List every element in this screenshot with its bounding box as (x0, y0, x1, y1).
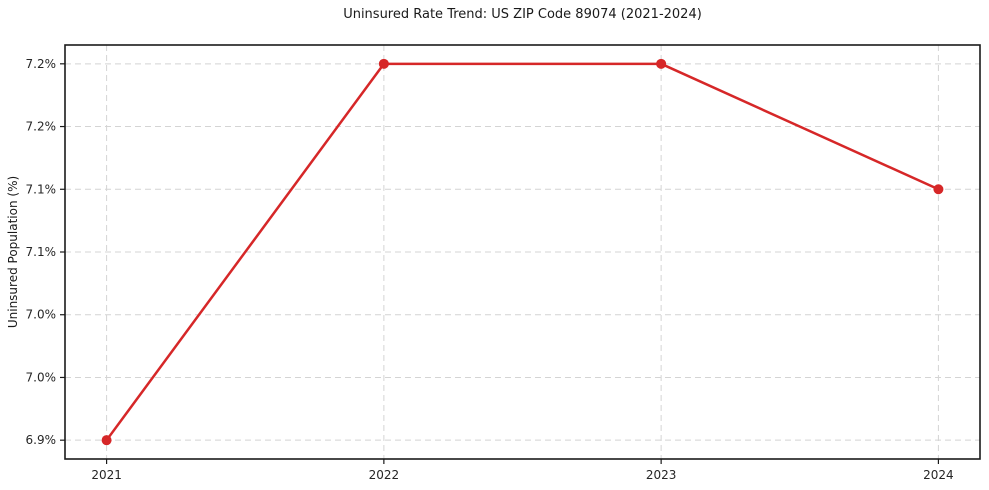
x-tick-label: 2024 (923, 468, 954, 482)
y-tick-label: 7.2% (26, 57, 57, 71)
x-tick-label: 2023 (646, 468, 677, 482)
data-point-marker (378, 58, 389, 69)
x-tick-label: 2022 (369, 468, 400, 482)
plot-area-background (65, 45, 980, 459)
y-tick-label: 6.9% (26, 433, 57, 447)
y-tick-label: 7.2% (26, 120, 57, 134)
x-tick-label: 2021 (91, 468, 122, 482)
y-tick-label: 7.1% (26, 245, 57, 259)
y-tick-label: 7.0% (26, 308, 57, 322)
y-tick-label: 7.1% (26, 182, 57, 196)
y-tick-label: 7.0% (26, 370, 57, 384)
plot-border (64, 44, 981, 460)
data-point-marker (933, 184, 944, 195)
trend-line (105, 62, 940, 442)
data-point-marker (101, 435, 112, 446)
chart-title: Uninsured Rate Trend: US ZIP Code 89074 … (343, 7, 702, 22)
data-point-marker (656, 58, 667, 69)
y-axis-label: Uninsured Population (%) (6, 175, 20, 329)
